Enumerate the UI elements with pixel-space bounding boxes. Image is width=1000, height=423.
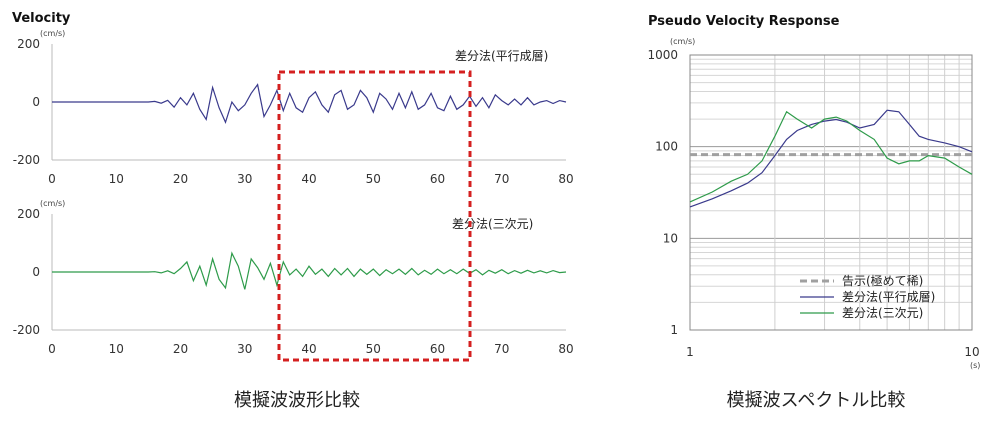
y-tick-label: 1	[670, 323, 678, 337]
caption-spectrum-comparison: 模擬波スペクトル比較	[727, 390, 906, 411]
y-tick-label: 200	[17, 207, 40, 221]
y-tick-label: -200	[13, 153, 40, 167]
x-tick-label: 70	[494, 342, 509, 356]
caption-waveform-comparison: 模擬波波形比較	[234, 390, 360, 411]
highlight-box	[277, 70, 472, 362]
y-tick-label: 100	[655, 140, 678, 154]
y-tick-label: 10	[663, 231, 678, 245]
x-tick-label: 50	[366, 172, 381, 186]
x-tick-label: 30	[237, 172, 252, 186]
x-tick-label: 10	[109, 342, 124, 356]
x-tick-label: 70	[494, 172, 509, 186]
legend: 告示(極めて稀) 差分法(平行成層) 差分法(三次元)	[800, 273, 935, 320]
pseudo-velocity-panel: Pseudo Velocity Response (cm/s) (s) 1000…	[647, 14, 980, 370]
series-line-1	[689, 109, 973, 208]
x-tick-label: 1	[686, 345, 694, 359]
x-tick-label: 80	[558, 172, 573, 186]
legend-label: 告示(極めて稀)	[842, 273, 923, 288]
chart-title-velocity: Velocity	[12, 11, 71, 26]
y-unit-label: (cm/s)	[40, 199, 65, 208]
velocity-panel-1: Velocity (cm/s) 200 0 -200 0 10 20 30 40 50 60 70…	[12, 11, 574, 186]
series-line-2	[689, 110, 973, 203]
x-tick-label: 60	[430, 342, 445, 356]
x-tick-label: 10	[964, 345, 979, 359]
y-tick-label: 0	[32, 265, 40, 279]
y-tick-label: 0	[32, 95, 40, 109]
legend-label: 差分法(三次元)	[842, 306, 923, 320]
x-unit-label: (s)	[970, 361, 980, 370]
y-tick-label: -200	[13, 323, 40, 337]
x-tick-label: 40	[301, 172, 316, 186]
x-tick-label: 80	[558, 342, 573, 356]
x-tick-label: 0	[48, 342, 56, 356]
x-tick-label: 60	[430, 172, 445, 186]
x-tick-label: 20	[173, 172, 188, 186]
y-unit-label: (cm/s)	[670, 37, 695, 46]
x-tick-label: 30	[237, 342, 252, 356]
x-tick-label: 20	[173, 342, 188, 356]
chart-title-pseudo-velocity: Pseudo Velocity Response	[648, 14, 840, 29]
legend-label: 差分法(平行成層)	[842, 290, 935, 304]
y-unit-label: (cm/s)	[40, 29, 65, 38]
y-tick-label: 1000	[647, 48, 678, 62]
plot-frame	[689, 54, 973, 331]
x-tick-label: 40	[301, 342, 316, 356]
y-tick-label: 200	[17, 37, 40, 51]
x-tick-label: 10	[109, 172, 124, 186]
series-line-3d	[52, 251, 567, 290]
x-tick-label: 50	[366, 342, 381, 356]
x-tick-label: 0	[48, 172, 56, 186]
series-label: 差分法(三次元)	[452, 217, 533, 231]
series-label: 差分法(平行成層)	[455, 49, 548, 63]
velocity-panel-2: (cm/s) 200 0 -200 0 10 20 30 40 50 60 70 80 差分法(三次…	[13, 199, 574, 356]
series-line-parallel-layer	[52, 83, 567, 124]
